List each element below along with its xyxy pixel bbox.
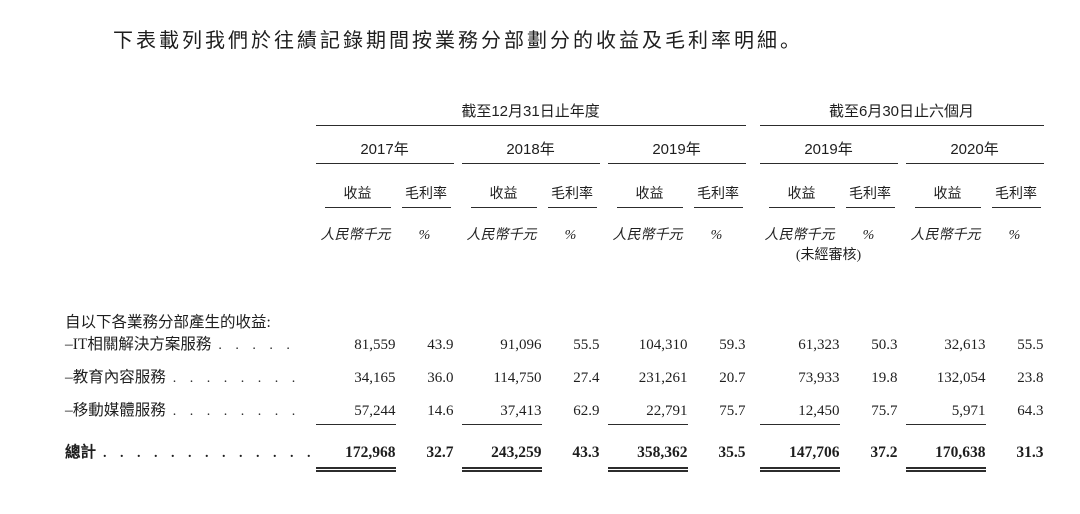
revenue-subheader: 收益	[316, 164, 396, 208]
margin-unit-label: %	[418, 228, 431, 243]
row-label: –IT相關解決方案服務. . . . .	[65, 336, 295, 353]
margin-cell: 31.3	[1016, 444, 1044, 461]
margin-unit-label: %	[564, 228, 577, 243]
revenue-cell: 5,971	[905, 398, 986, 431]
revenue-cell: 81,559	[354, 337, 396, 353]
revenue-unit-label: 人民幣千元	[612, 228, 683, 243]
margin-cell: 20.7	[719, 370, 746, 386]
revenue-cell: 170,638	[905, 431, 986, 486]
year-2018-header: 2018年	[461, 126, 600, 164]
segment-row-education-content: –教育內容服務. . . . . . . . 34,165 36.0 114,7…	[65, 365, 1044, 398]
revenue-cell: 172,968	[315, 431, 396, 486]
margin-cell: 27.4	[573, 370, 600, 386]
margin-subheader: 毛利率	[986, 164, 1044, 208]
revenue-cell: 73,933	[798, 370, 840, 386]
margin-cell: 37.2	[870, 444, 898, 461]
margin-cell: 75.7	[871, 403, 898, 419]
revenue-subheader: 收益	[760, 164, 840, 208]
margin-cell: 32.7	[426, 444, 454, 461]
margin-cell: 14.6	[427, 403, 454, 419]
revenue-cell: 132,054	[936, 370, 986, 386]
revenue-cell: 22,791	[607, 398, 688, 431]
unaudited-note: (未經審核)	[795, 248, 862, 263]
margin-cell: 75.7	[719, 403, 746, 419]
revenue-cell: 91,096	[500, 337, 542, 353]
margin-cell: 59.3	[719, 337, 746, 353]
margin-unit-label: %	[862, 228, 875, 243]
margin-cell: 55.5	[1017, 337, 1044, 353]
margin-cell: 35.5	[718, 444, 746, 461]
revenue-cell: 358,362	[607, 431, 688, 486]
intro-paragraph: 下表載列我們於往績記錄期間按業務分部劃分的收益及毛利率明細。	[113, 30, 803, 52]
revenue-cell: 61,323	[798, 337, 840, 353]
revenue-cell: 114,750	[493, 370, 542, 386]
margin-subheader: 毛利率	[840, 164, 898, 208]
margin-subheader: 毛利率	[688, 164, 746, 208]
row-label: –教育內容服務. . . . . . . .	[65, 369, 301, 386]
revenue-subheader: 收益	[906, 164, 986, 208]
total-row: 總計. . . . . . . . . . . . . 172,968 32.7…	[65, 431, 1044, 486]
revenue-cell: 34,165	[354, 370, 396, 386]
section-label: 自以下各業務分部產生的收益:	[65, 314, 271, 331]
revenue-cell: 57,244	[315, 398, 396, 431]
revenue-subheader: 收益	[462, 164, 542, 208]
margin-cell: 19.8	[871, 370, 898, 386]
leader-dots: . . . . . . . .	[172, 371, 301, 386]
leader-dots: . . . . . . . .	[172, 404, 301, 419]
margin-cell: 43.3	[572, 444, 600, 461]
margin-cell: 43.9	[427, 337, 454, 353]
revenue-cell: 104,310	[638, 337, 688, 353]
revenue-cell: 32,613	[944, 337, 986, 353]
revenue-cell: 231,261	[638, 370, 688, 386]
margin-subheader: 毛利率	[396, 164, 454, 208]
margin-cell: 36.0	[427, 370, 454, 386]
segment-row-mobile-media: –移動媒體服務. . . . . . . . 57,244 14.6 37,41…	[65, 398, 1044, 431]
margin-unit-label: %	[1008, 228, 1021, 243]
revenue-unit-label: 人民幣千元	[466, 228, 537, 243]
revenue-unit-label: 人民幣千元	[910, 228, 981, 243]
margin-cell: 64.3	[1017, 403, 1044, 419]
revenue-cell: 12,450	[759, 398, 840, 431]
row-label: 總計. . . . . . . . . . . . .	[65, 444, 316, 461]
interim-period-header: 截至6月30日止六個月	[759, 92, 1044, 126]
margin-unit-label: %	[710, 228, 723, 243]
annual-period-header: 截至12月31日止年度	[315, 92, 746, 126]
revenue-subheader: 收益	[608, 164, 688, 208]
interim-period-label: 截至6月30日止六個月	[759, 100, 1044, 126]
revenue-margin-table: 截至12月31日止年度 截至6月30日止六個月 2017年 2018年 2019…	[65, 92, 1044, 486]
margin-cell: 62.9	[573, 403, 600, 419]
year-2020-interim-header: 2020年	[905, 126, 1044, 164]
revenue-cell: 243,259	[461, 431, 542, 486]
row-label: –移動媒體服務. . . . . . . .	[65, 402, 301, 419]
leader-dots: . . . . . . . . . . . . .	[103, 446, 316, 461]
year-2017-header: 2017年	[315, 126, 454, 164]
leader-dots: . . . . .	[218, 338, 295, 353]
revenue-cell: 37,413	[461, 398, 542, 431]
revenue-unit-label: 人民幣千元	[764, 228, 835, 243]
segment-row-it-solutions: –IT相關解決方案服務. . . . . 81,559 43.9 91,096 …	[65, 332, 1044, 365]
revenue-cell: 147,706	[759, 431, 840, 486]
margin-cell: 23.8	[1017, 370, 1044, 386]
revenue-unit-label: 人民幣千元	[320, 228, 391, 243]
margin-cell: 55.5	[573, 337, 600, 353]
year-2019-interim-header: 2019年	[759, 126, 898, 164]
margin-cell: 50.3	[871, 337, 898, 353]
annual-period-label: 截至12月31日止年度	[315, 100, 746, 126]
margin-subheader: 毛利率	[542, 164, 600, 208]
year-2019-header: 2019年	[607, 126, 746, 164]
